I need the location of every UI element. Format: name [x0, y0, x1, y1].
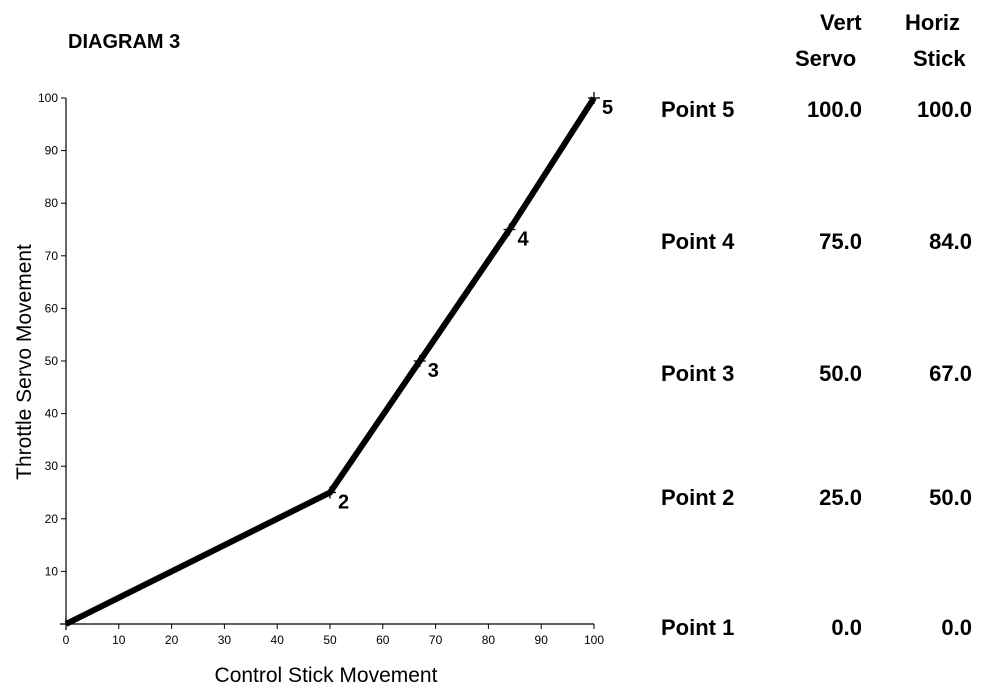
y-tick-label: 50 [45, 354, 59, 368]
y-tick-label: 100 [38, 91, 58, 105]
x-tick-label: 0 [63, 633, 70, 647]
x-tick-label: 50 [323, 633, 337, 647]
table-row: Point 5 100.0 100.0 [661, 97, 972, 122]
y-ticks: 10 20 30 40 50 60 70 80 90 100 [38, 91, 66, 578]
table-row: Point 1 0.0 0.0 [661, 615, 972, 640]
data-point: 3 [413, 355, 439, 382]
y-tick-label: 80 [45, 196, 59, 210]
point-label: 2 [338, 492, 349, 514]
x-ticks: 0 10 20 30 40 50 60 70 80 90 100 [63, 624, 604, 647]
y-tick-label: 70 [45, 249, 59, 263]
x-tick-label: 70 [429, 633, 443, 647]
x-tick-label: 100 [584, 633, 604, 647]
row-name: Point 2 [661, 485, 734, 510]
row-horiz: 50.0 [929, 485, 972, 510]
header-horiz-line2: Stick [913, 46, 966, 71]
series-group: 2 3 4 5 [60, 92, 613, 630]
axes [65, 98, 594, 625]
row-horiz: 100.0 [917, 97, 972, 122]
data-point [60, 618, 72, 630]
y-tick-label: 10 [45, 564, 59, 578]
y-tick-label: 30 [45, 459, 59, 473]
series-line [64, 96, 597, 627]
row-vert: 50.0 [819, 361, 862, 386]
table-row: Point 2 25.0 50.0 [661, 485, 972, 510]
row-horiz: 0.0 [941, 615, 972, 640]
y-tick-label: 20 [45, 512, 59, 526]
x-tick-label: 80 [482, 633, 496, 647]
row-name: Point 4 [661, 229, 735, 254]
header-vert-line2: Servo [795, 46, 856, 71]
point-label: 4 [518, 229, 530, 251]
data-point: 5 [588, 92, 613, 119]
x-tick-label: 20 [165, 633, 179, 647]
table-row: Point 4 75.0 84.0 [661, 229, 972, 254]
x-tick-label: 90 [535, 633, 549, 647]
data-table: Vert Servo Horiz Stick Point 5 100.0 100… [661, 10, 972, 640]
x-tick-label: 40 [271, 633, 285, 647]
y-tick-label: 40 [45, 407, 59, 421]
data-point: 4 [503, 223, 530, 251]
x-axis-title: Control Stick Movement [215, 664, 438, 687]
row-name: Point 3 [661, 361, 734, 386]
row-vert: 75.0 [819, 229, 862, 254]
row-horiz: 67.0 [929, 361, 972, 386]
chart-title: DIAGRAM 3 [68, 31, 180, 53]
data-point: 2 [324, 486, 349, 514]
row-horiz: 84.0 [929, 229, 972, 254]
table-row: Point 3 50.0 67.0 [661, 361, 972, 386]
y-tick-label: 90 [45, 144, 59, 158]
row-vert: 25.0 [819, 485, 862, 510]
point-label: 3 [428, 360, 439, 382]
x-tick-label: 10 [112, 633, 126, 647]
x-tick-label: 30 [218, 633, 232, 647]
row-vert: 100.0 [807, 97, 862, 122]
y-tick-label: 60 [45, 301, 59, 315]
row-name: Point 5 [661, 97, 734, 122]
header-vert-line1: Vert [820, 10, 862, 35]
y-axis-title: Throttle Servo Movement [13, 244, 36, 480]
point-label: 5 [602, 97, 613, 119]
x-tick-label: 60 [376, 633, 390, 647]
row-vert: 0.0 [831, 615, 862, 640]
header-horiz-line1: Horiz [905, 10, 960, 35]
row-name: Point 1 [661, 615, 734, 640]
